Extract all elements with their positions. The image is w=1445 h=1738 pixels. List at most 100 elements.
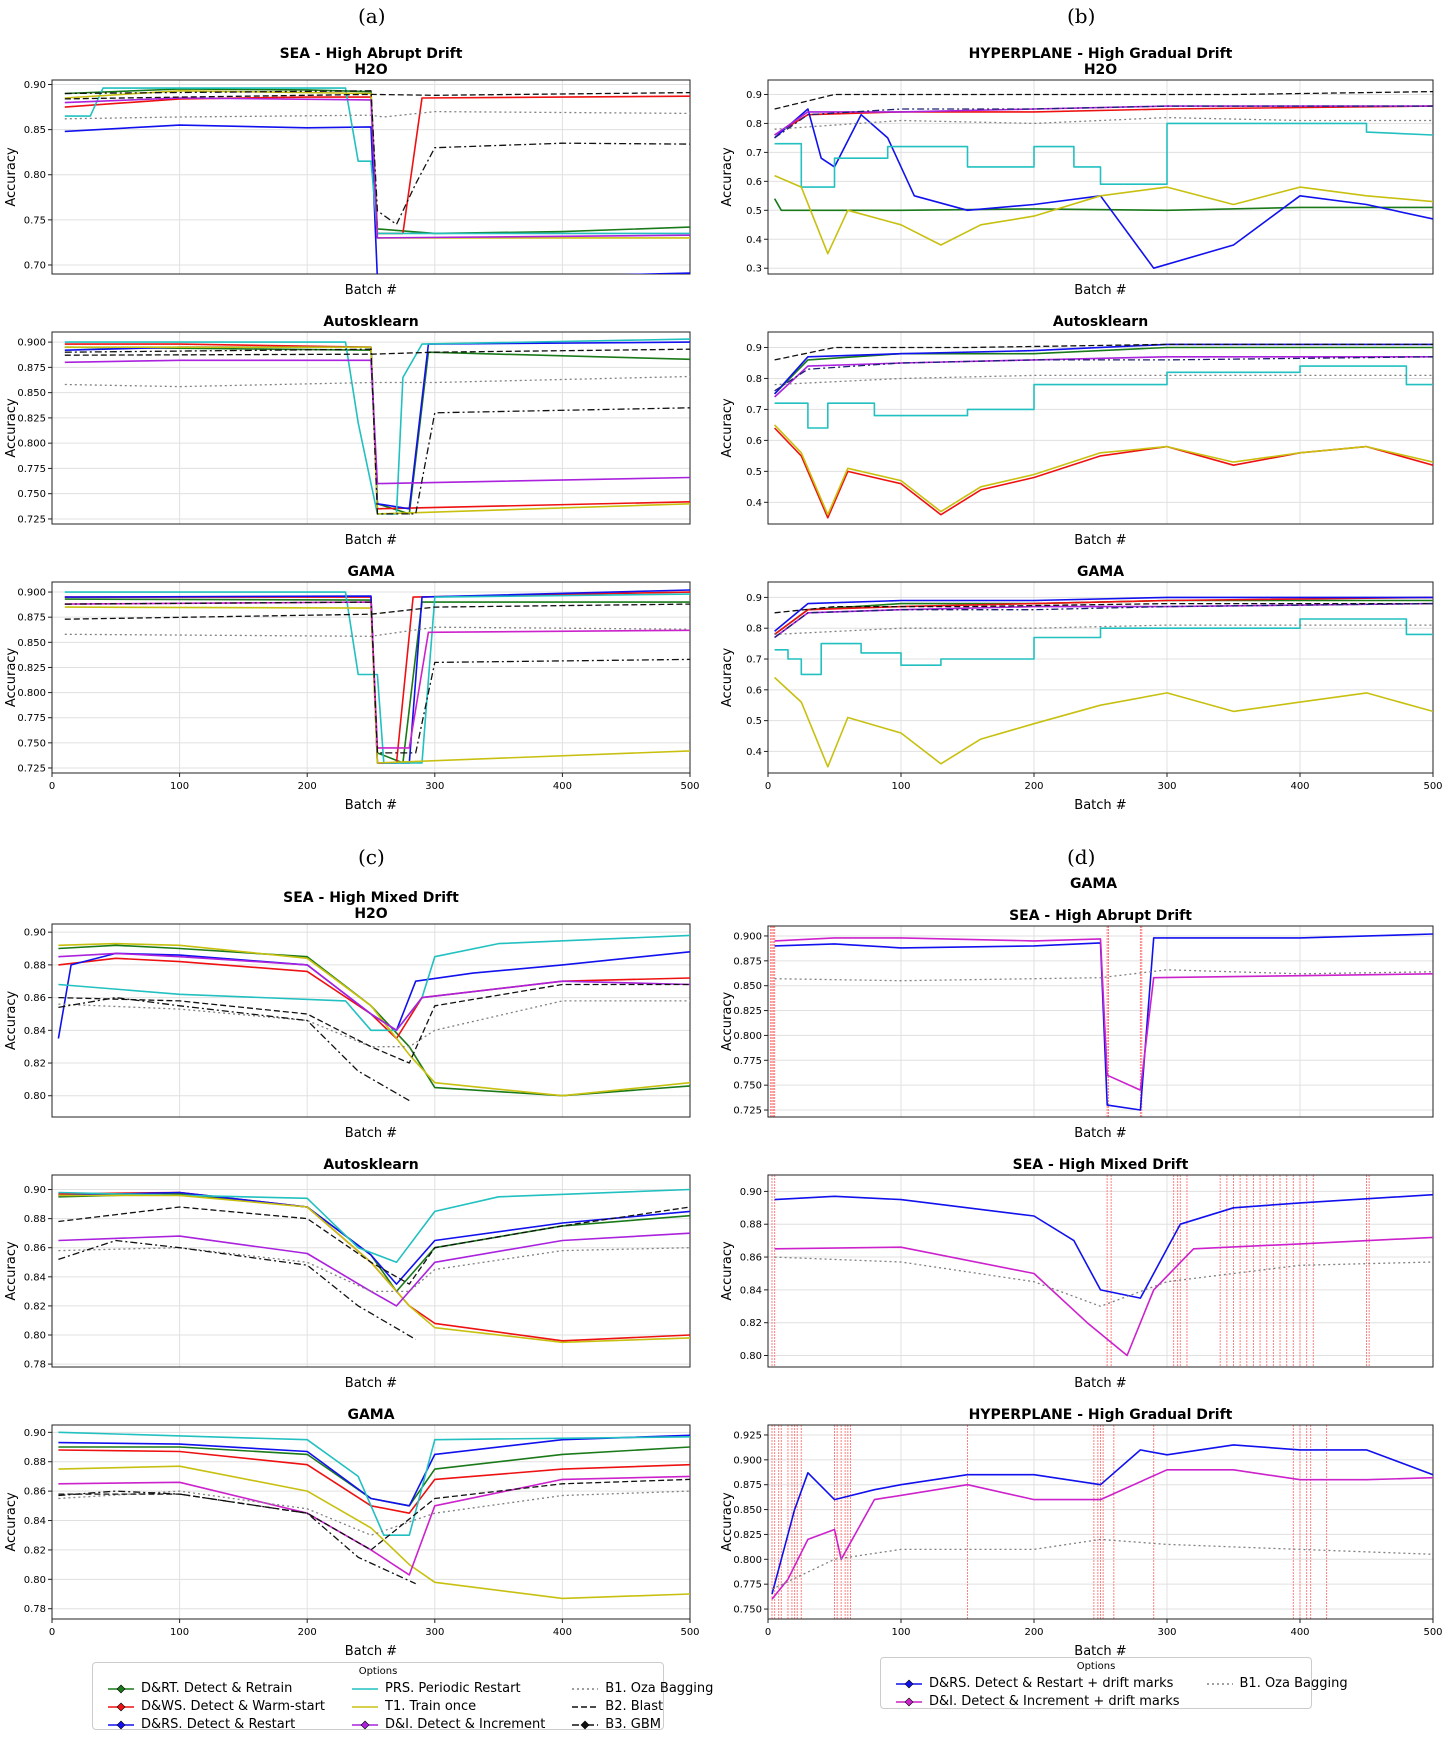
plot-frame (767, 1424, 1434, 1620)
x-tick-label: 0 (49, 781, 55, 792)
x-axis-label: Batch # (1074, 1376, 1126, 1391)
y-tick-label: 0.900 (733, 931, 762, 942)
legend-label: B3. GBM (605, 1717, 661, 1732)
chart-title: H2O (354, 906, 387, 922)
series-line-d-rs-detect-restart (58, 1434, 690, 1507)
chart-c3: GAMA 0.78 0.80 0.82 0.84 0.86 0.88 0.90 0 100 200 3… (4, 1407, 700, 1659)
x-tick-label: 400 (1290, 1627, 1309, 1638)
y-tick-label: 0.750 (733, 1605, 762, 1616)
y-axis-label: Accuracy (4, 398, 19, 458)
plot-area (57, 934, 690, 1102)
series-line-d-rs-detect-restart (774, 596, 1433, 632)
legend-swatch (572, 1705, 599, 1708)
series-line-prs-periodic-restart (774, 122, 1433, 188)
y-tick-label: 0.4 (746, 498, 762, 509)
x-tick-label: 0 (765, 781, 771, 792)
plot-area (58, 1431, 690, 1600)
series-line-b3-gbm (774, 105, 1433, 139)
y-tick-label: 0.80 (24, 1331, 46, 1342)
x-tick-label: 400 (1290, 781, 1309, 792)
chart-title: GAMA (347, 1407, 394, 1423)
y-tick-label: 0.6 (746, 436, 762, 447)
y-tick-label: 0.800 (733, 1031, 762, 1042)
y-tick-label: 0.8 (746, 374, 762, 385)
y-tick-label: 0.9 (746, 90, 762, 101)
chart-title: H2O (354, 62, 387, 78)
y-tick-label: 0.750 (733, 1081, 762, 1092)
y-tick-label: 0.9 (746, 343, 762, 354)
y-tick-label: 0.900 (733, 1455, 762, 1466)
series-line-b1-oza-bagging (774, 116, 1433, 130)
x-tick-label: 500 (1423, 1627, 1442, 1638)
plot-area (774, 343, 1433, 519)
series-line-b2-blast (64, 91, 690, 100)
x-tick-label: 200 (298, 781, 317, 792)
y-tick-label: 0.86 (24, 993, 46, 1004)
y-tick-label: 0.7 (746, 148, 762, 159)
x-axis-label: Batch # (345, 533, 397, 548)
panel-label-a: (a) (358, 4, 386, 28)
y-tick-label: 0.850 (17, 638, 46, 649)
chart-title: HYPERPLANE - High Gradual Drift (969, 46, 1233, 62)
y-tick-label: 0.775 (733, 1056, 762, 1067)
y-tick-label: 0.90 (24, 1185, 46, 1196)
y-tick-label: 0.750 (17, 738, 46, 749)
y-axis-label: Accuracy (720, 1241, 735, 1301)
plot-area (58, 1188, 690, 1344)
y-axis-label: Accuracy (4, 1492, 19, 1552)
series-line-t1-train-once (58, 1465, 690, 1600)
y-tick-label: 0.775 (733, 1580, 762, 1591)
series-line-b1-oza-bagging (58, 1000, 690, 1048)
y-tick-label: 0.875 (733, 956, 762, 967)
legend-swatch (352, 1687, 379, 1690)
chart-title: SEA - High Abrupt Drift (280, 46, 463, 62)
plot-frame (767, 581, 1434, 774)
legend-item-d-i-detect-increment: D&I. Detect & Increment (351, 1717, 545, 1732)
series-line-b1-oza-bagging (774, 374, 1433, 386)
x-tick-label: 300 (425, 781, 444, 792)
y-tick-label: 0.5 (746, 206, 762, 217)
y-tick-label: 0.825 (17, 413, 46, 424)
y-axis-label: Accuracy (4, 648, 19, 708)
x-axis-label: Batch # (345, 1126, 397, 1141)
legend-d: Options D&RS. Detect & Restart + drift m… (880, 1657, 1348, 1709)
y-tick-label: 0.90 (24, 928, 46, 939)
y-tick-label: 0.85 (24, 125, 46, 136)
y-tick-label: 0.5 (746, 467, 762, 478)
x-tick-label: 100 (891, 781, 910, 792)
series-line-b3-gbm (64, 90, 690, 226)
series-line-d-i-detect-increment (774, 355, 1433, 398)
legend-d-title: Options (1076, 1661, 1116, 1672)
y-axis-label: Accuracy (4, 147, 19, 207)
y-tick-label: 0.84 (24, 1516, 46, 1527)
series-line-d-rs-detect-restart-drift-marks (771, 1444, 1433, 1595)
legend-swatch (572, 1720, 599, 1729)
plot-area (774, 596, 1433, 768)
series-line-b3-gbm (64, 601, 690, 754)
legend-item-d-rs-detect-restart-drift-marks: D&RS. Detect & Restart + drift marks (895, 1676, 1180, 1691)
chart-a3: GAMA 0.725 0.750 0.775 0.800 0.825 0.850 0.875 0… (4, 564, 700, 813)
x-axis-label: Batch # (345, 798, 397, 813)
legend-label: D&RT. Detect & Retrain (141, 1681, 293, 1696)
series-line-prs-periodic-restart (774, 618, 1433, 676)
y-tick-label: 0.4 (746, 747, 762, 758)
series-line-d-i-detect-increment (58, 952, 690, 1032)
series-line-d-rt-detect-retrain (773, 198, 1433, 212)
y-tick-label: 0.825 (733, 1006, 762, 1017)
x-tick-label: 0 (765, 1627, 771, 1638)
y-tick-label: 0.80 (24, 1575, 46, 1586)
y-tick-label: 0.900 (17, 588, 46, 599)
plot-frame (767, 1174, 1434, 1368)
series-line-b2-blast (58, 1206, 690, 1285)
y-tick-label: 0.7 (746, 405, 762, 416)
series-line-b1-oza-bagging (774, 969, 1433, 982)
y-tick-label: 0.88 (24, 960, 46, 971)
plot-frame (51, 581, 691, 774)
legend-label: B2. Blast (605, 1699, 664, 1714)
series-line-prs-periodic-restart (58, 1188, 690, 1264)
y-tick-label: 0.875 (733, 1480, 762, 1491)
plot-area (774, 1193, 1433, 1357)
chart-title: SEA - High Abrupt Drift (1009, 908, 1192, 924)
legend-item-prs-periodic-restart: PRS. Periodic Restart (351, 1681, 545, 1696)
